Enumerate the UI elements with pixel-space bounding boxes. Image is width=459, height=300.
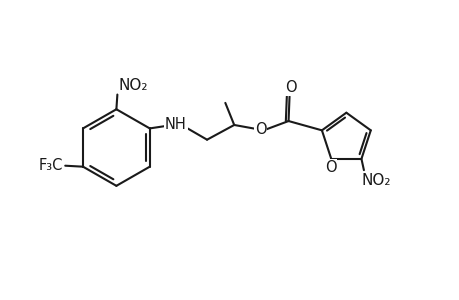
Text: NO₂: NO₂ bbox=[361, 173, 390, 188]
Text: NO₂: NO₂ bbox=[118, 78, 148, 93]
Text: O: O bbox=[255, 122, 266, 137]
Text: O: O bbox=[284, 80, 296, 95]
Text: F₃C: F₃C bbox=[38, 158, 62, 173]
Text: NH: NH bbox=[165, 118, 186, 133]
Text: O: O bbox=[324, 160, 336, 175]
